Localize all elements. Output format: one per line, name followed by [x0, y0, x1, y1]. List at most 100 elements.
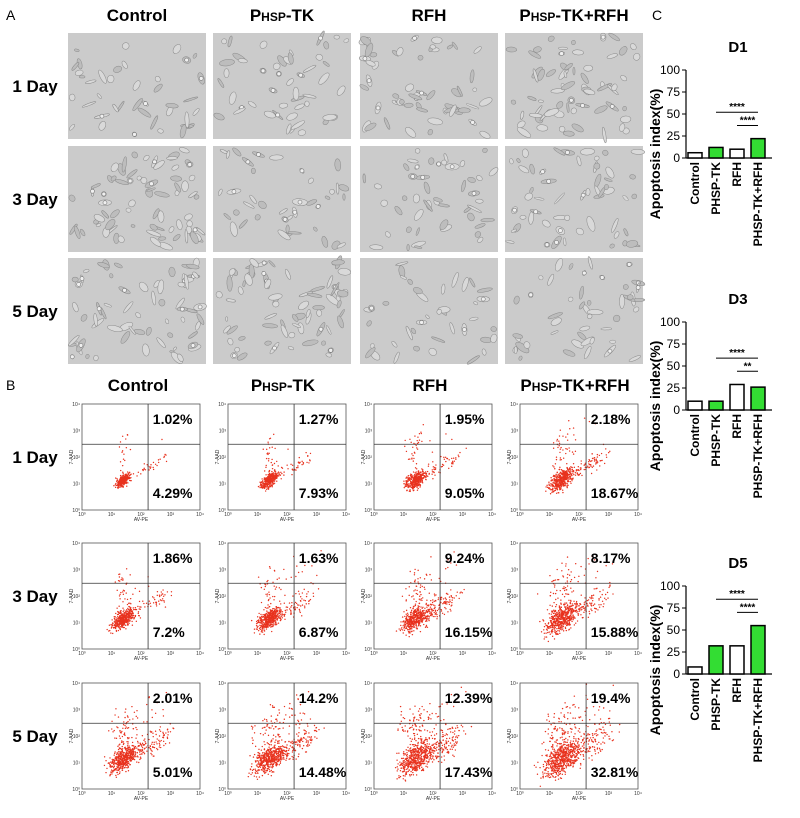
event-dot	[132, 625, 133, 626]
event-dot	[559, 469, 560, 470]
event-dot	[256, 621, 257, 622]
event-dot	[122, 591, 123, 592]
event-dot	[291, 577, 292, 578]
event-dot	[573, 470, 574, 471]
event-dot	[597, 456, 598, 457]
event-dot	[278, 474, 279, 475]
event-dot	[572, 619, 573, 620]
event-dot	[146, 603, 147, 604]
event-dot	[124, 598, 125, 599]
event-dot	[597, 454, 598, 455]
event-dot	[552, 605, 553, 606]
event-dot	[602, 594, 603, 595]
event-dot	[270, 476, 271, 477]
event-dot	[435, 610, 436, 611]
flow-y-label: 7-AAD	[215, 588, 221, 603]
event-dot	[122, 436, 123, 437]
event-dot	[568, 469, 569, 470]
event-dot	[558, 626, 559, 627]
event-dot	[595, 611, 596, 612]
event-dot	[612, 593, 613, 594]
event-dot	[420, 587, 421, 588]
quadrant-upper-pct: 9.24%	[445, 550, 485, 566]
event-dot	[416, 590, 417, 591]
event-dot	[123, 454, 124, 455]
event-dot	[276, 476, 277, 477]
event-dot	[281, 613, 282, 614]
event-dot	[575, 607, 576, 608]
flow-y-tick: 10⁰	[364, 508, 372, 514]
event-dot	[264, 488, 265, 489]
event-dot	[600, 596, 601, 597]
event-dot	[555, 611, 556, 612]
event-dot	[415, 467, 416, 468]
event-dot	[412, 634, 413, 635]
event-dot	[134, 609, 135, 610]
event-dot	[123, 622, 124, 623]
event-dot	[552, 616, 553, 617]
flow-x-label: AV-PE	[572, 517, 587, 523]
event-dot	[414, 474, 415, 475]
event-dot	[430, 615, 431, 616]
event-dot	[266, 458, 267, 459]
cell	[329, 189, 335, 195]
event-dot	[565, 476, 566, 477]
event-dot	[554, 628, 555, 629]
cell	[522, 149, 529, 158]
event-dot	[555, 621, 556, 622]
cell-round	[601, 35, 605, 39]
event-dot	[274, 596, 275, 597]
cell	[334, 35, 340, 39]
event-dot	[306, 603, 307, 604]
event-dot	[265, 490, 266, 491]
event-dot	[125, 628, 126, 629]
event-dot	[405, 622, 406, 623]
event-dot	[570, 471, 571, 472]
event-dot	[130, 610, 131, 611]
event-dot	[121, 612, 122, 613]
event-dot	[424, 476, 425, 477]
event-dot	[551, 632, 552, 633]
micrograph	[67, 258, 207, 366]
event-dot	[437, 610, 438, 611]
event-dot	[580, 566, 581, 567]
event-dot	[571, 618, 572, 619]
event-dot	[276, 480, 277, 481]
event-dot	[550, 595, 551, 596]
event-dot	[435, 594, 436, 595]
event-dot	[271, 471, 272, 472]
event-dot	[427, 471, 428, 472]
event-dot	[415, 445, 416, 446]
event-dot	[282, 611, 283, 612]
event-dot	[557, 579, 558, 580]
event-dot	[570, 581, 571, 582]
column-header: PHSP-TK+RFH	[520, 376, 629, 395]
event-dot	[587, 558, 588, 559]
cell-round	[472, 191, 476, 195]
event-dot	[124, 474, 125, 475]
cell-round	[608, 349, 612, 353]
event-dot	[268, 621, 269, 622]
event-dot	[413, 598, 414, 599]
event-dot	[438, 599, 439, 600]
event-dot	[133, 473, 134, 474]
event-dot	[414, 482, 415, 483]
event-dot	[549, 488, 550, 489]
flow-y-label: 7-AAD	[361, 588, 367, 603]
event-dot	[591, 473, 592, 474]
event-dot	[414, 572, 415, 573]
event-dot	[417, 594, 418, 595]
flow-y-tick: 10⁰	[218, 508, 226, 514]
event-dot	[556, 615, 557, 616]
event-dot	[565, 563, 566, 564]
event-dot	[286, 464, 287, 465]
event-dot	[431, 579, 432, 580]
event-dot	[583, 612, 584, 613]
event-dot	[116, 623, 117, 624]
event-dot	[274, 463, 275, 464]
event-dot	[426, 625, 427, 626]
event-dot	[406, 626, 407, 627]
event-dot	[410, 571, 411, 572]
flow-y-tick: 10³	[219, 429, 227, 435]
event-dot	[596, 459, 597, 460]
